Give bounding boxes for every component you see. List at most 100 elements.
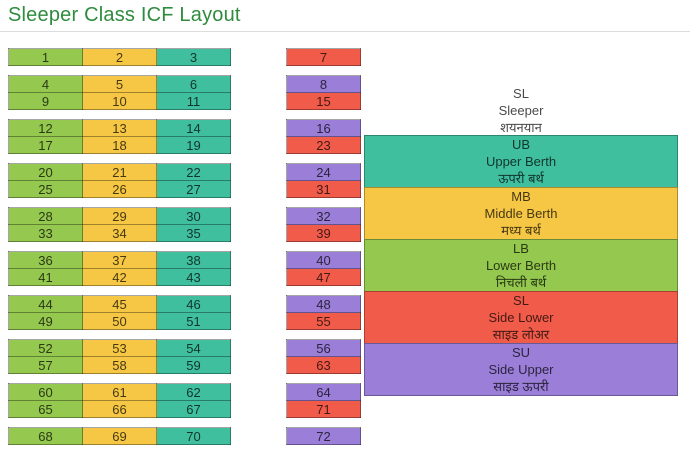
berth-cell[interactable]: 3	[156, 48, 231, 66]
berth-cell[interactable]: 46	[156, 295, 231, 313]
berth-bay: 12 13 14 17 18 19	[8, 119, 231, 154]
legend-item-en: Upper Berth	[485, 154, 557, 169]
berth-cell[interactable]: 64	[286, 383, 361, 401]
berth-row: 33 34 35	[8, 224, 231, 242]
berth-cell[interactable]: 20	[8, 163, 83, 181]
legend-item-code: SU	[511, 345, 531, 360]
berth-row: 64	[286, 383, 361, 401]
berth-cell[interactable]: 56	[286, 339, 361, 357]
berth-row: 39	[286, 224, 361, 242]
berth-cell[interactable]: 11	[156, 92, 231, 110]
berth-cell[interactable]: 17	[8, 136, 83, 154]
berth-cell[interactable]: 39	[286, 224, 361, 242]
berth-cell[interactable]: 45	[82, 295, 157, 313]
berth-cell[interactable]: 33	[8, 224, 83, 242]
berth-row: 55	[286, 312, 361, 330]
berth-cell[interactable]: 1	[8, 48, 83, 66]
berth-cell[interactable]: 71	[286, 400, 361, 418]
berth-cell[interactable]: 51	[156, 312, 231, 330]
berth-cell[interactable]: 9	[8, 92, 83, 110]
berth-cell[interactable]: 38	[156, 251, 231, 269]
berth-cell[interactable]: 2	[82, 48, 157, 66]
berth-cell[interactable]: 70	[156, 427, 231, 445]
berth-cell[interactable]: 34	[82, 224, 157, 242]
berth-bay: 52 53 54 57 58 59	[8, 339, 231, 374]
berth-cell[interactable]: 21	[82, 163, 157, 181]
berth-row: 28 29 30	[8, 207, 231, 225]
berth-row: 23	[286, 136, 361, 154]
berth-row: 24	[286, 163, 361, 181]
berth-cell[interactable]: 32	[286, 207, 361, 225]
berth-cell[interactable]: 14	[156, 119, 231, 137]
berth-cell[interactable]: 25	[8, 180, 83, 198]
berth-cell[interactable]: 36	[8, 251, 83, 269]
legend-item-code: UB	[511, 137, 531, 152]
berth-cell[interactable]: 22	[156, 163, 231, 181]
berth-row: 63	[286, 356, 361, 374]
berth-cell[interactable]: 37	[82, 251, 157, 269]
berth-cell[interactable]: 63	[286, 356, 361, 374]
side-berth-bay: 7	[286, 48, 361, 66]
berth-cell[interactable]: 5	[82, 75, 157, 93]
berth-cell[interactable]: 28	[8, 207, 83, 225]
berth-cell[interactable]: 31	[286, 180, 361, 198]
berth-cell[interactable]: 65	[8, 400, 83, 418]
berth-cell[interactable]: 72	[286, 427, 361, 445]
berth-cell[interactable]: 8	[286, 75, 361, 93]
berth-row: 8	[286, 75, 361, 93]
berth-cell[interactable]: 29	[82, 207, 157, 225]
berth-cell[interactable]: 43	[156, 268, 231, 286]
berth-row: 49 50 51	[8, 312, 231, 330]
berth-cell[interactable]: 10	[82, 92, 157, 110]
berth-cell[interactable]: 52	[8, 339, 83, 357]
berth-cell[interactable]: 42	[82, 268, 157, 286]
berth-cell[interactable]: 66	[82, 400, 157, 418]
berth-cell[interactable]: 49	[8, 312, 83, 330]
title-divider	[0, 31, 690, 32]
berth-cell[interactable]: 12	[8, 119, 83, 137]
berth-cell[interactable]: 68	[8, 427, 83, 445]
berth-cell[interactable]: 15	[286, 92, 361, 110]
berth-cell[interactable]: 41	[8, 268, 83, 286]
berth-row: 12 13 14	[8, 119, 231, 137]
berth-cell[interactable]: 62	[156, 383, 231, 401]
berth-cell[interactable]: 27	[156, 180, 231, 198]
side-berth-grid: 7 8 15 16 23 24 31 32 39 40 47 48 55 56 63 64 71 72	[286, 48, 361, 454]
berth-cell[interactable]: 13	[82, 119, 157, 137]
berth-cell[interactable]: 53	[82, 339, 157, 357]
berth-cell[interactable]: 55	[286, 312, 361, 330]
berth-cell[interactable]: 50	[82, 312, 157, 330]
side-berth-bay: 24 31	[286, 163, 361, 198]
berth-cell[interactable]: 47	[286, 268, 361, 286]
berth-row: 47	[286, 268, 361, 286]
berth-cell[interactable]: 54	[156, 339, 231, 357]
berth-cell[interactable]: 57	[8, 356, 83, 374]
berth-cell[interactable]: 58	[82, 356, 157, 374]
legend-item-en: Side Upper	[488, 362, 554, 377]
legend-item-su: SU Side Upper साइड ऊपरी	[364, 343, 678, 396]
berth-row: 52 53 54	[8, 339, 231, 357]
berth-cell[interactable]: 44	[8, 295, 83, 313]
berth-cell[interactable]: 26	[82, 180, 157, 198]
berth-row: 25 26 27	[8, 180, 231, 198]
berth-cell[interactable]: 4	[8, 75, 83, 93]
berth-row: 40	[286, 251, 361, 269]
berth-cell[interactable]: 19	[156, 136, 231, 154]
legend-item-code: MB	[511, 189, 531, 204]
berth-cell[interactable]: 18	[82, 136, 157, 154]
berth-cell[interactable]: 16	[286, 119, 361, 137]
berth-cell[interactable]: 7	[286, 48, 361, 66]
berth-cell[interactable]: 48	[286, 295, 361, 313]
berth-cell[interactable]: 35	[156, 224, 231, 242]
berth-cell[interactable]: 67	[156, 400, 231, 418]
berth-cell[interactable]: 6	[156, 75, 231, 93]
berth-cell[interactable]: 24	[286, 163, 361, 181]
berth-cell[interactable]: 30	[156, 207, 231, 225]
berth-cell[interactable]: 61	[82, 383, 157, 401]
berth-cell[interactable]: 60	[8, 383, 83, 401]
berth-bay: 28 29 30 33 34 35	[8, 207, 231, 242]
berth-cell[interactable]: 69	[82, 427, 157, 445]
berth-cell[interactable]: 40	[286, 251, 361, 269]
berth-cell[interactable]: 23	[286, 136, 361, 154]
berth-cell[interactable]: 59	[156, 356, 231, 374]
